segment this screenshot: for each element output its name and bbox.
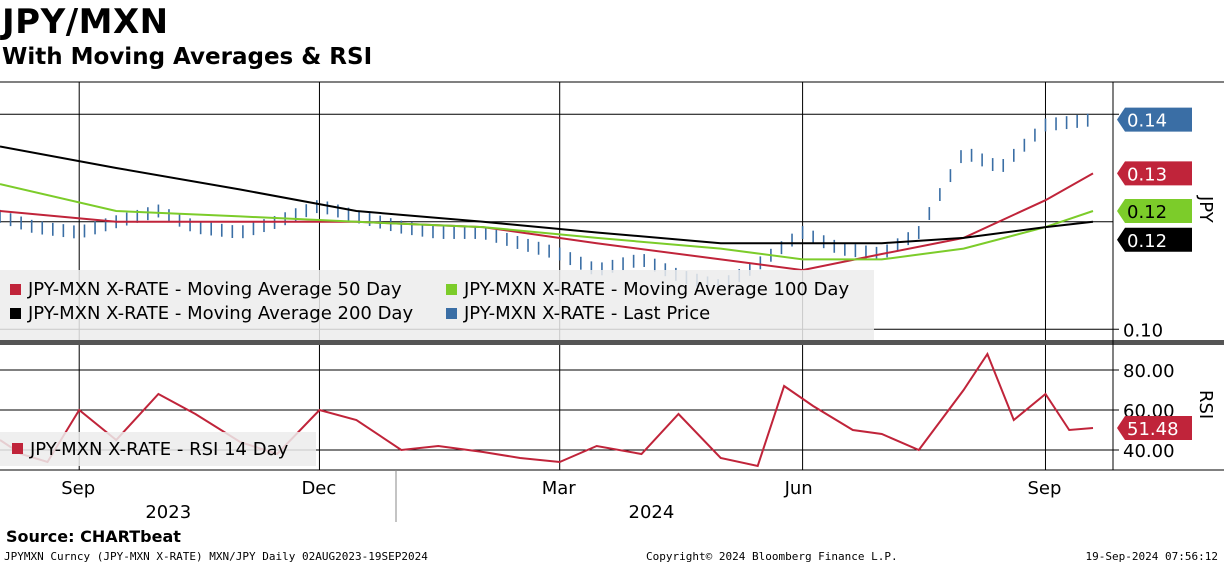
rsi-tick-label: 80.00 [1123, 361, 1175, 382]
tag-ma200-text: 0.12 [1127, 231, 1167, 252]
tag-ma100-bg [1117, 199, 1192, 223]
x-tick-label: Sep [1027, 478, 1061, 499]
footer-right: 19-Sep-2024 07:56:12 [1085, 550, 1218, 563]
x-tick-label: Dec [301, 478, 336, 499]
legend-label: JPY-MXN X-RATE - RSI 14 Day [29, 439, 289, 460]
legend-label: JPY-MXN X-RATE - Moving Average 50 Day [27, 279, 402, 300]
moving-average-lines [0, 145, 1094, 272]
chart-title: JPY/MXN [2, 2, 169, 42]
legend-swatch [446, 308, 457, 319]
source-note: Source: CHARTbeat [6, 527, 181, 546]
footer-left: JPYMXN Curncy (JPY-MXN X-RATE) MXN/JPY D… [4, 550, 428, 563]
tag-last-price-bg [1117, 107, 1192, 132]
rsi-legend-box [0, 432, 316, 466]
x-tick-label: Jun [784, 478, 813, 499]
tag-last-price-text: 0.14 [1127, 111, 1167, 132]
tag-ma50-bg [1117, 161, 1192, 186]
ma-line-ma50 [0, 172, 1094, 272]
ma-line-ma100 [0, 183, 1094, 261]
legend-label: JPY-MXN X-RATE - Moving Average 200 Day [27, 303, 413, 324]
legend: JPY-MXN X-RATE - Moving Average 50 Day JP… [0, 270, 874, 466]
tag-rsi-text: 51.48 [1127, 419, 1179, 440]
tag-ma50-text: 0.13 [1127, 164, 1167, 185]
tag-ma100-text: 0.12 [1127, 202, 1167, 223]
tag-rsi-bg [1117, 416, 1192, 440]
chart-subtitle: With Moving Averages & RSI [2, 44, 373, 70]
year-label: 2023 [145, 502, 191, 523]
price-axis-label: JPY [1195, 195, 1216, 224]
rsi-line-path [0, 351, 1094, 468]
last-value-tags: 0.14 0.13 0.12 0.12 51.48 [1117, 107, 1192, 440]
x-tick-label: Sep [61, 478, 95, 499]
price-legend-box [0, 270, 874, 340]
x-tick-label: Mar [542, 478, 577, 499]
rsi-line [0, 351, 1094, 468]
ma-line-ma200 [0, 145, 1094, 245]
year-label: 2024 [629, 502, 675, 523]
last-price-bars [0, 113, 1089, 293]
panel-divider [0, 340, 1224, 345]
rsi-tick-label: 40.00 [1123, 441, 1175, 462]
footer-center: Copyright© 2024 Bloomberg Finance L.P. [646, 550, 898, 563]
legend-swatch [10, 308, 21, 319]
tag-ma200-bg [1117, 227, 1192, 252]
legend-label: JPY-MXN X-RATE - Moving Average 100 Day [463, 279, 849, 300]
rsi-axis-label: RSI [1195, 390, 1216, 419]
price-tick-label: 0.10 [1123, 320, 1163, 341]
legend-label: JPY-MXN X-RATE - Last Price [463, 303, 710, 324]
legend-swatch [10, 284, 21, 295]
legend-swatch [446, 284, 457, 295]
legend-swatch [12, 443, 23, 454]
